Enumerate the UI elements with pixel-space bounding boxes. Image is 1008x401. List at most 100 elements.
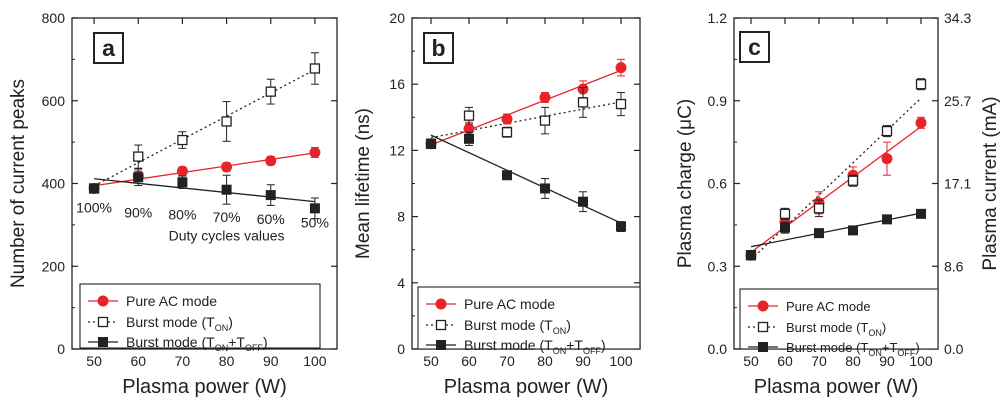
series-filled-square [89,168,320,220]
legend-subscript: ON [553,346,567,356]
data-point [177,177,188,188]
x-tick-label: 100 [609,353,633,369]
data-point [176,165,188,177]
data-point [501,113,513,125]
trend-line-filled-circle [93,152,316,187]
legend-entry-label: Pure AC mode [464,296,555,312]
legend-text: +T [882,340,898,355]
x-tick-label: 50 [743,353,759,369]
legend-subscript: ON [215,343,229,353]
legend-marker [435,298,447,310]
data-point [265,86,276,97]
legend-text: Pure AC mode [126,293,217,309]
y-tick-label: 0.6 [708,176,728,192]
legend-entry-label: Burst mode (TON) [126,314,233,333]
legend-entry-label: Burst mode (TON) [464,317,571,336]
legend-marker [97,316,109,328]
duty-cycle-label: 100% [76,200,112,216]
legend-box [739,288,939,350]
duty-cycle-label: 60% [257,211,285,227]
legend-box [417,286,641,350]
data-point [540,183,550,194]
legend-marker [435,319,447,331]
legend-text: Pure AC mode [464,296,555,312]
data-point [577,97,589,108]
x-tick-label: 80 [219,353,235,369]
legend-subscript: ON [215,323,229,333]
legend-text: +T [228,334,245,350]
y-axis-label: Number of current peaks [8,79,29,288]
legend-subscript: OFF [897,348,915,358]
data-point [539,91,551,103]
data-point [616,221,626,232]
legend-subscript: ON [868,348,882,358]
data-point [177,134,188,146]
duty-cycle-caption: Duty cycles values [169,228,285,244]
data-point [881,153,893,165]
trend-line-filled-square [750,212,922,248]
series-filled-circle [88,146,321,194]
legend-text: Burst mode (T [464,317,553,333]
data-point [746,250,756,261]
data-point [615,62,627,74]
legend-text: Burst mode (T [126,314,215,330]
data-point [779,208,791,219]
legend-subscript: OFF [245,343,263,353]
trend-line-open-square [750,97,922,261]
data-point [578,196,588,207]
y-tick-label: 4 [397,275,405,291]
legend-text: ) [566,317,571,333]
trend-line-filled-circle [750,126,922,253]
x-tick-label: 100 [909,353,933,369]
x-tick-label: 70 [499,353,515,369]
data-point [463,123,475,135]
x-tick-label: 70 [175,353,191,369]
data-point [780,222,790,233]
data-point [265,190,276,201]
legend-text: ) [601,337,606,353]
legend-text: ) [228,314,233,330]
trend-line-filled-square [94,178,315,203]
legend-marker [98,337,108,347]
legend-text: Pure AC mode [786,299,871,314]
legend-subscript: ON [868,328,882,338]
legend-marker [758,342,768,352]
data-point [539,115,551,126]
y-tick-label: 800 [42,10,66,26]
chart-panel-b: 50 60 70 80 90 100 0 4 8 12 16 20 Plasma power (W) Me… [353,10,641,398]
legend-text: +T [566,337,583,353]
legend-entry-label: Burst mode (TON) [786,320,886,338]
panel-letter: c [748,34,761,60]
legend-text: ) [882,320,886,335]
x-axis-label: Plasma power (W) [122,376,286,398]
legend-entry-label: Pure AC mode [126,293,217,309]
y-tick-label: 20 [389,10,405,26]
x-tick-label: 90 [575,353,591,369]
y-tick-label: 0.0 [708,341,728,357]
duty-cycle-label: 90% [124,205,152,221]
duty-cycle-label: 80% [168,207,196,223]
x-tick-label: 100 [303,353,327,369]
data-point [221,161,233,173]
legend-box [79,283,321,349]
x-axis-label: Plasma power (W) [754,376,918,398]
x-tick-label: 90 [879,353,895,369]
y-tick-label: 0.3 [708,258,728,274]
y2-tick-label: 0.0 [944,341,964,357]
data-point [464,133,474,144]
x-tick-label: 80 [537,353,553,369]
legend-marker [757,321,769,333]
chart-panel-a: 50 60 70 80 90 100 0 200 400 600 800 Plasma power (… [8,10,338,398]
x-tick-label: 50 [423,353,439,369]
data-point [309,146,321,158]
y-tick-label: 0 [397,341,405,357]
x-tick-label: 60 [777,353,793,369]
y-tick-label: 200 [42,258,66,274]
y2-tick-label: 25.7 [944,93,971,109]
data-point [265,155,277,167]
data-point [89,183,100,194]
trend-line-filled-circle [430,69,622,146]
legend-text: Burst mode (T [464,337,553,353]
